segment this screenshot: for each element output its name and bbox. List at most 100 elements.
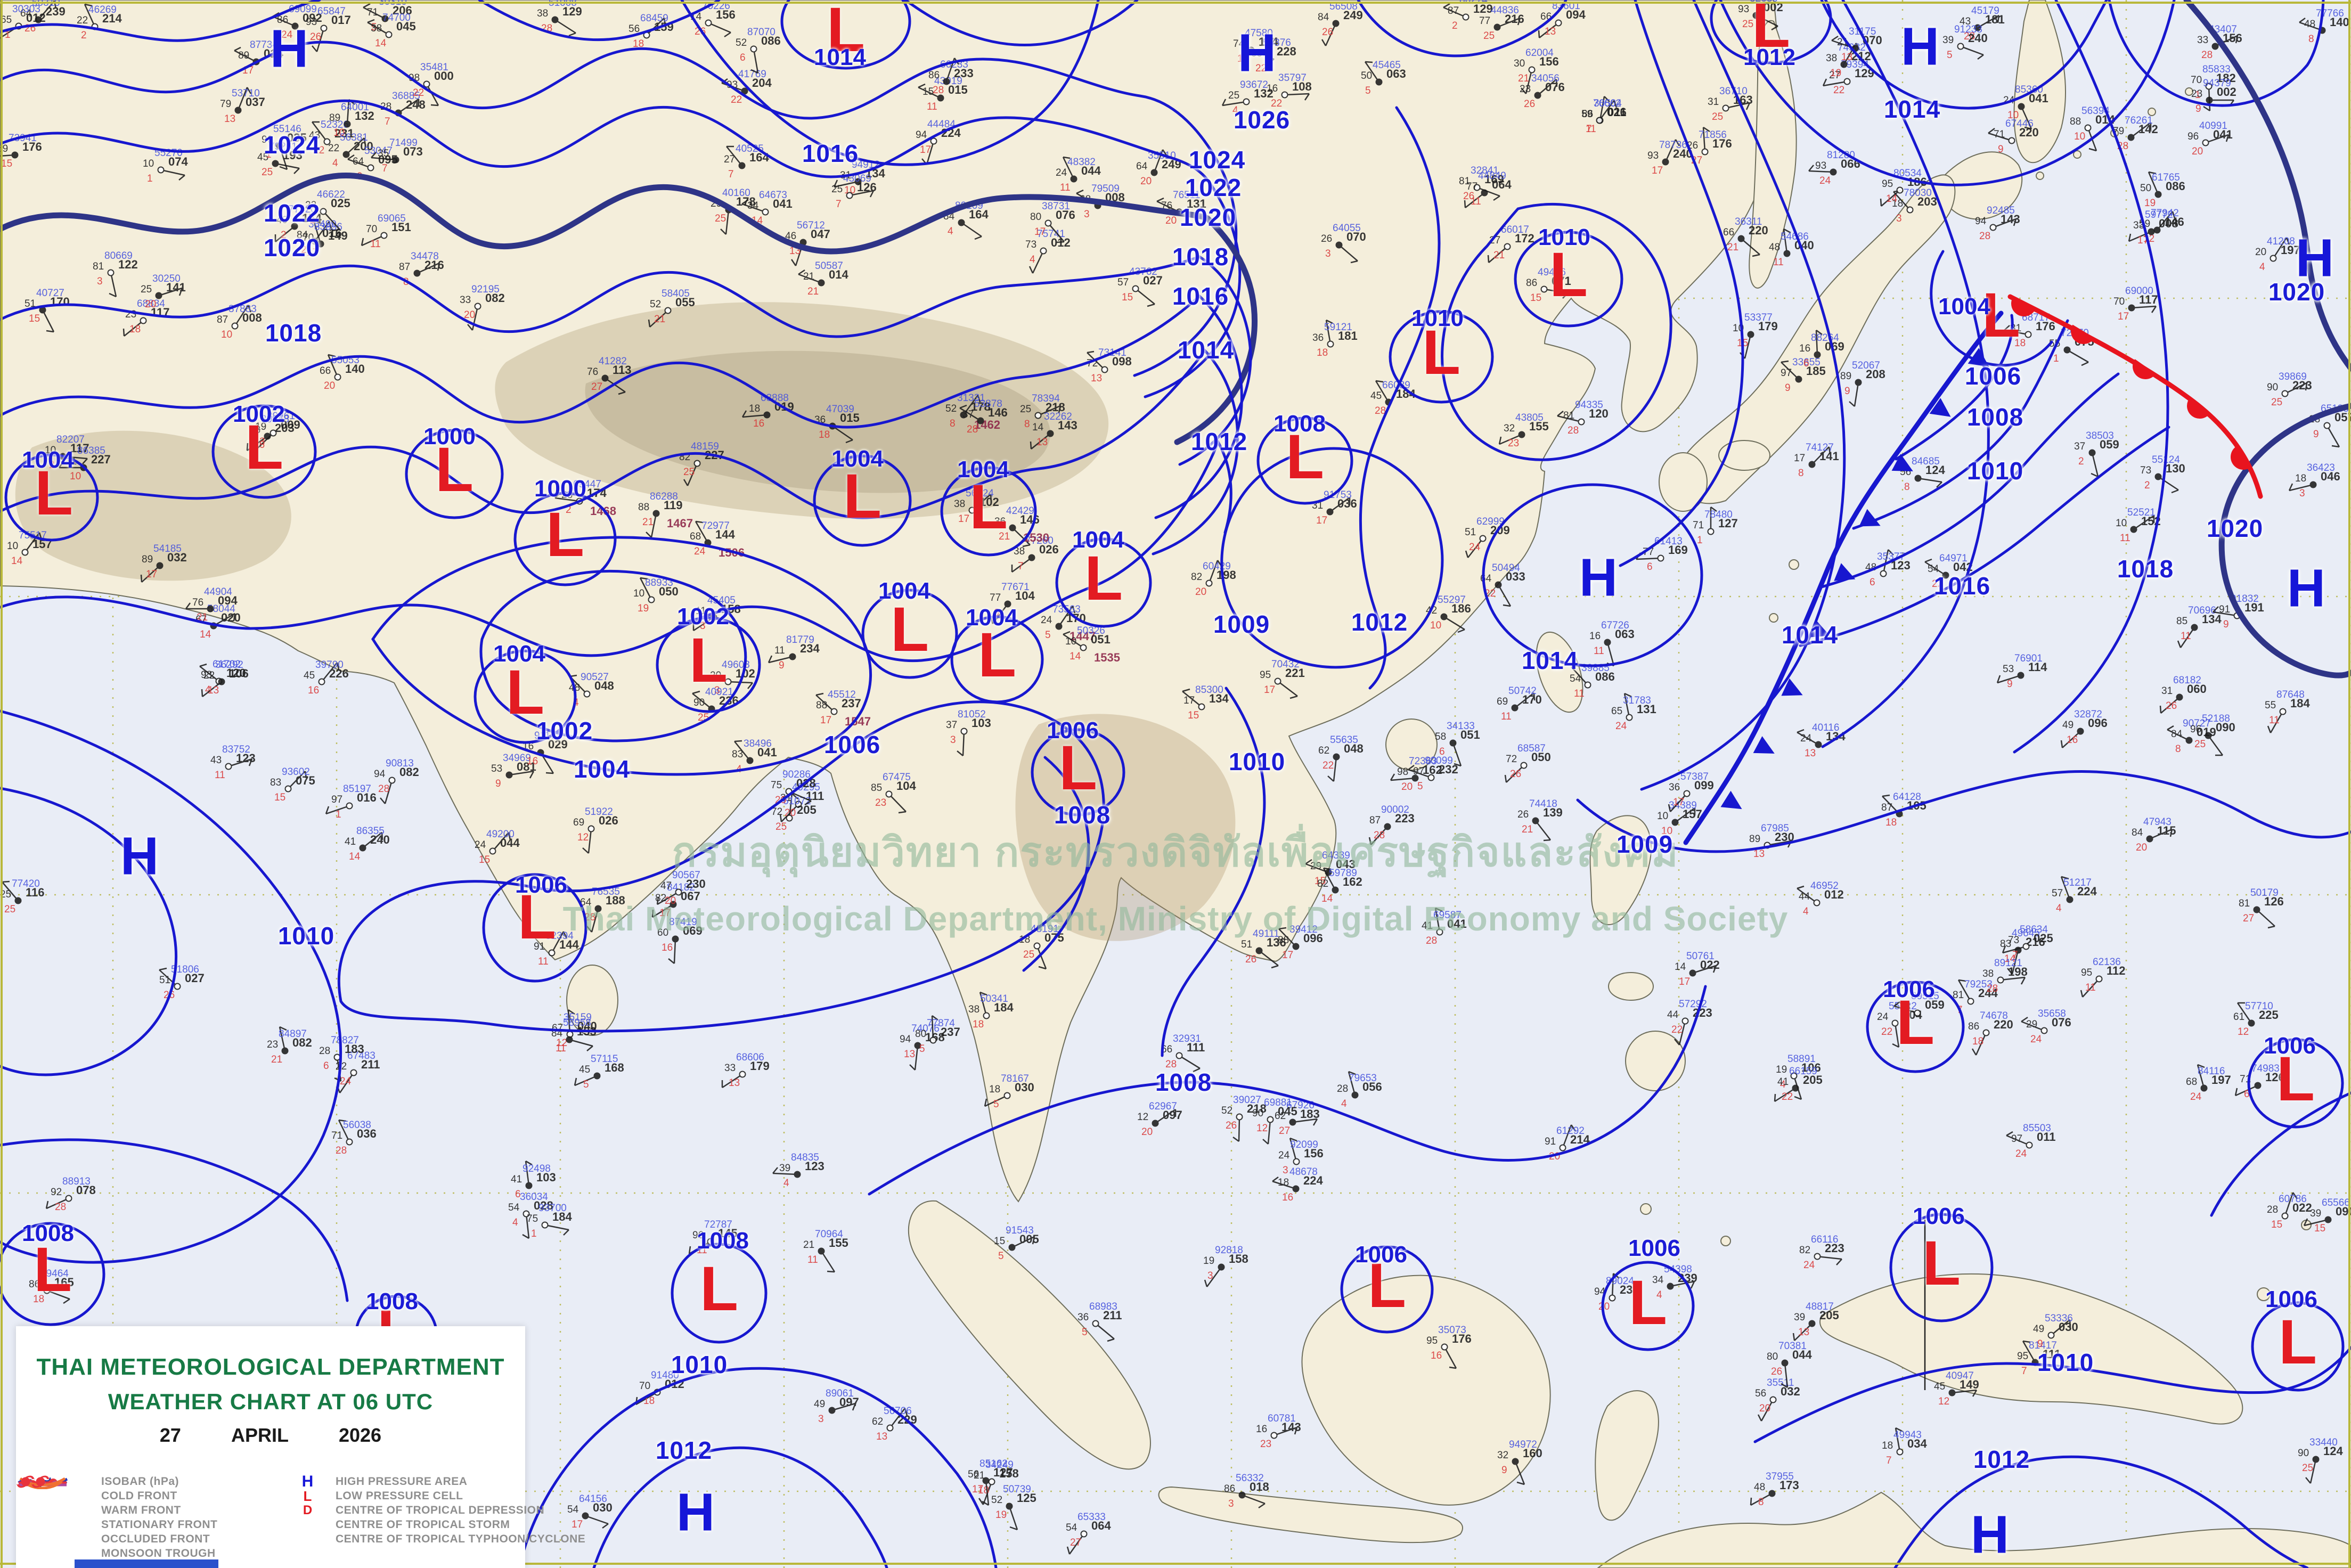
isobar-label: 1012: [1973, 1446, 2030, 1473]
isobar-label: 1009: [1213, 610, 1270, 638]
svg-text:9: 9: [1785, 382, 1791, 394]
isobar-label: 1014: [1781, 621, 1839, 649]
legend-row: L LOW PRESSURE CELL: [280, 1489, 525, 1503]
low-pressure-circle: [474, 649, 577, 744]
legend-label: CENTRE OF TROPICAL DEPRESSION: [336, 1504, 545, 1516]
low-value-label: 1006: [515, 872, 567, 898]
svg-text:104: 104: [896, 779, 916, 793]
isobar-label: 1012: [655, 1436, 713, 1464]
svg-text:85: 85: [871, 782, 882, 794]
isobar-label: 1018: [1172, 243, 1229, 271]
svg-text:24: 24: [1041, 615, 1052, 626]
svg-text:17: 17: [1183, 695, 1195, 706]
low-pressure-circle: [1514, 231, 1623, 328]
isobar-label: 1006: [823, 731, 881, 758]
low-pressure-circle: [780, 0, 911, 70]
isobar-label: 1006: [1964, 362, 2022, 390]
low-pressure-marker: L: [1981, 280, 2021, 350]
low-pressure-circle: [1031, 728, 1125, 816]
svg-text:67483: 67483: [347, 1050, 375, 1061]
isobar-label: 1002: [536, 717, 593, 745]
isobar-label: 1016: [1933, 572, 1991, 600]
low-pressure-marker: L: [977, 620, 1017, 690]
legend-label: OCCLUDED FRONT: [101, 1532, 210, 1545]
date-month: APRIL: [231, 1424, 289, 1446]
legend-row: ISOBAR (hPa): [18, 1474, 274, 1489]
low-pressure-circle: [2251, 1301, 2345, 1392]
warm-front: [2007, 294, 2263, 499]
high-pressure-marker: H: [1900, 17, 1940, 77]
legend-row: CENTRE OF TROPICAL STORM: [17, 1475, 525, 1532]
svg-text:185: 185: [1806, 364, 1826, 378]
low-value-label: 1008: [697, 1228, 749, 1254]
low-pressure-marker: L: [826, 0, 866, 65]
low-value-label: 1004: [22, 447, 74, 473]
low-value-label: 1008: [22, 1220, 74, 1246]
sri-lanka: [566, 965, 618, 1036]
low-pressure-marker: L: [2276, 1044, 2315, 1114]
isobar-label: 1010: [2037, 1349, 2094, 1376]
svg-text:15: 15: [1188, 710, 1199, 721]
legend-label: STATIONARY FRONT: [101, 1518, 218, 1531]
legend-row: D CENTRE OF TROPICAL DEPRESSION: [280, 1503, 544, 1517]
low-pressure-circle: [1055, 537, 1152, 628]
isobar-label: 1016: [1172, 282, 1229, 310]
low-pressure-marker: L: [33, 1235, 72, 1305]
low-value-label: 1000: [423, 423, 476, 450]
isobar-label: 1020: [2268, 278, 2325, 306]
high-pressure-marker: H: [1970, 1505, 2010, 1565]
legend-label: WARM FRONT: [101, 1504, 181, 1516]
shikoku: [1718, 440, 1770, 471]
